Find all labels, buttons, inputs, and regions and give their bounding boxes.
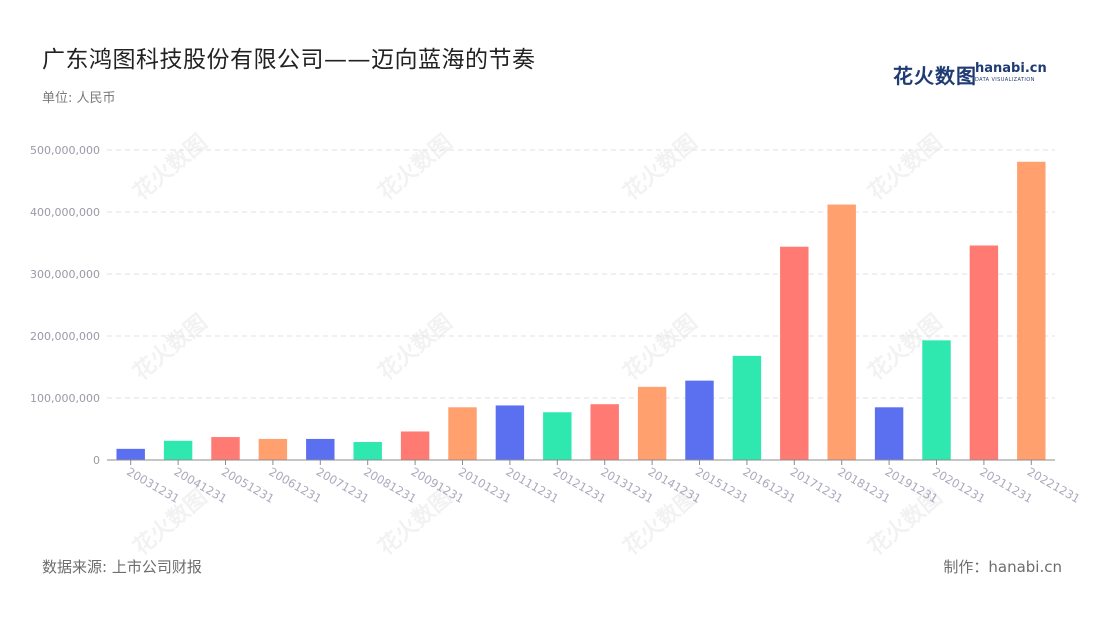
bar <box>400 431 430 460</box>
x-tick-label: 20151231 <box>693 464 751 505</box>
unit-label: 单位: 人民币 <box>42 91 116 106</box>
x-tick-label: 20091231 <box>409 464 467 505</box>
x-tick-label: 20201231 <box>930 464 988 505</box>
y-tick-label: 100,000,000 <box>30 392 100 405</box>
y-tick-label: 400,000,000 <box>30 206 100 219</box>
x-tick-label: 20041231 <box>172 464 230 505</box>
x-tick-label: 20221231 <box>1025 464 1083 505</box>
bar <box>732 355 762 460</box>
bar <box>163 440 193 460</box>
credit: 制作：hanabi.cn <box>943 558 1062 576</box>
x-tick-label: 20031231 <box>124 464 182 505</box>
x-tick-label: 20191231 <box>883 464 941 505</box>
bar <box>969 245 999 460</box>
y-tick-label: 0 <box>93 454 100 467</box>
x-tick-label: 20071231 <box>314 464 372 505</box>
x-tick-label: 20111231 <box>503 464 561 505</box>
bar <box>1017 161 1046 460</box>
bar <box>543 412 572 460</box>
x-tick-label: 20141231 <box>646 464 704 505</box>
bar <box>685 380 714 460</box>
bar <box>448 407 477 460</box>
bar <box>353 442 382 460</box>
grid-lines <box>107 149 1055 399</box>
y-tick-label: 500,000,000 <box>30 144 100 157</box>
y-tick-label: 200,000,000 <box>30 330 100 343</box>
bar <box>306 438 335 460</box>
chart-title: 广东鸿图科技股份有限公司——迈向蓝海的节奏 <box>42 47 536 73</box>
x-tick-label: 20181231 <box>835 464 893 505</box>
x-tick-label: 20051231 <box>219 464 277 505</box>
bar <box>874 407 904 460</box>
x-tick-label: 20081231 <box>361 464 419 505</box>
bar <box>495 405 525 460</box>
logo-sub-text: DATA VISUALIZATION <box>975 77 1035 83</box>
y-tick-label: 300,000,000 <box>30 268 100 281</box>
x-tick-label: 20211231 <box>977 464 1035 505</box>
bar <box>922 340 951 460</box>
bar <box>116 448 145 460</box>
bar <box>780 246 809 460</box>
x-tick-label: 20121231 <box>551 464 609 505</box>
x-tick-label: 20101231 <box>456 464 514 505</box>
data-source: 数据来源: 上市公司财报 <box>42 558 202 576</box>
bar <box>258 438 288 460</box>
x-tick-label: 20061231 <box>266 464 324 505</box>
bar <box>211 437 240 460</box>
x-tick-label: 20161231 <box>740 464 798 505</box>
logo-cn-text: 花火数图 <box>893 64 977 88</box>
x-tick-label: 20131231 <box>598 464 656 505</box>
brand-logo: 花火数图 hanabi.cn DATA VISUALIZATION <box>893 60 1047 90</box>
bar <box>827 204 856 460</box>
x-tick-label: 20171231 <box>788 464 846 505</box>
bar <box>637 386 667 460</box>
y-axis-ticks: 0 100,000,000 200,000,000 300,000,000 400,00… <box>30 144 100 467</box>
x-axis-ticks: 2003123120041231200512312006123120071231… <box>124 460 1083 506</box>
bar <box>590 404 619 460</box>
logo-en-text: hanabi.cn <box>975 61 1047 76</box>
bars <box>116 161 1046 460</box>
